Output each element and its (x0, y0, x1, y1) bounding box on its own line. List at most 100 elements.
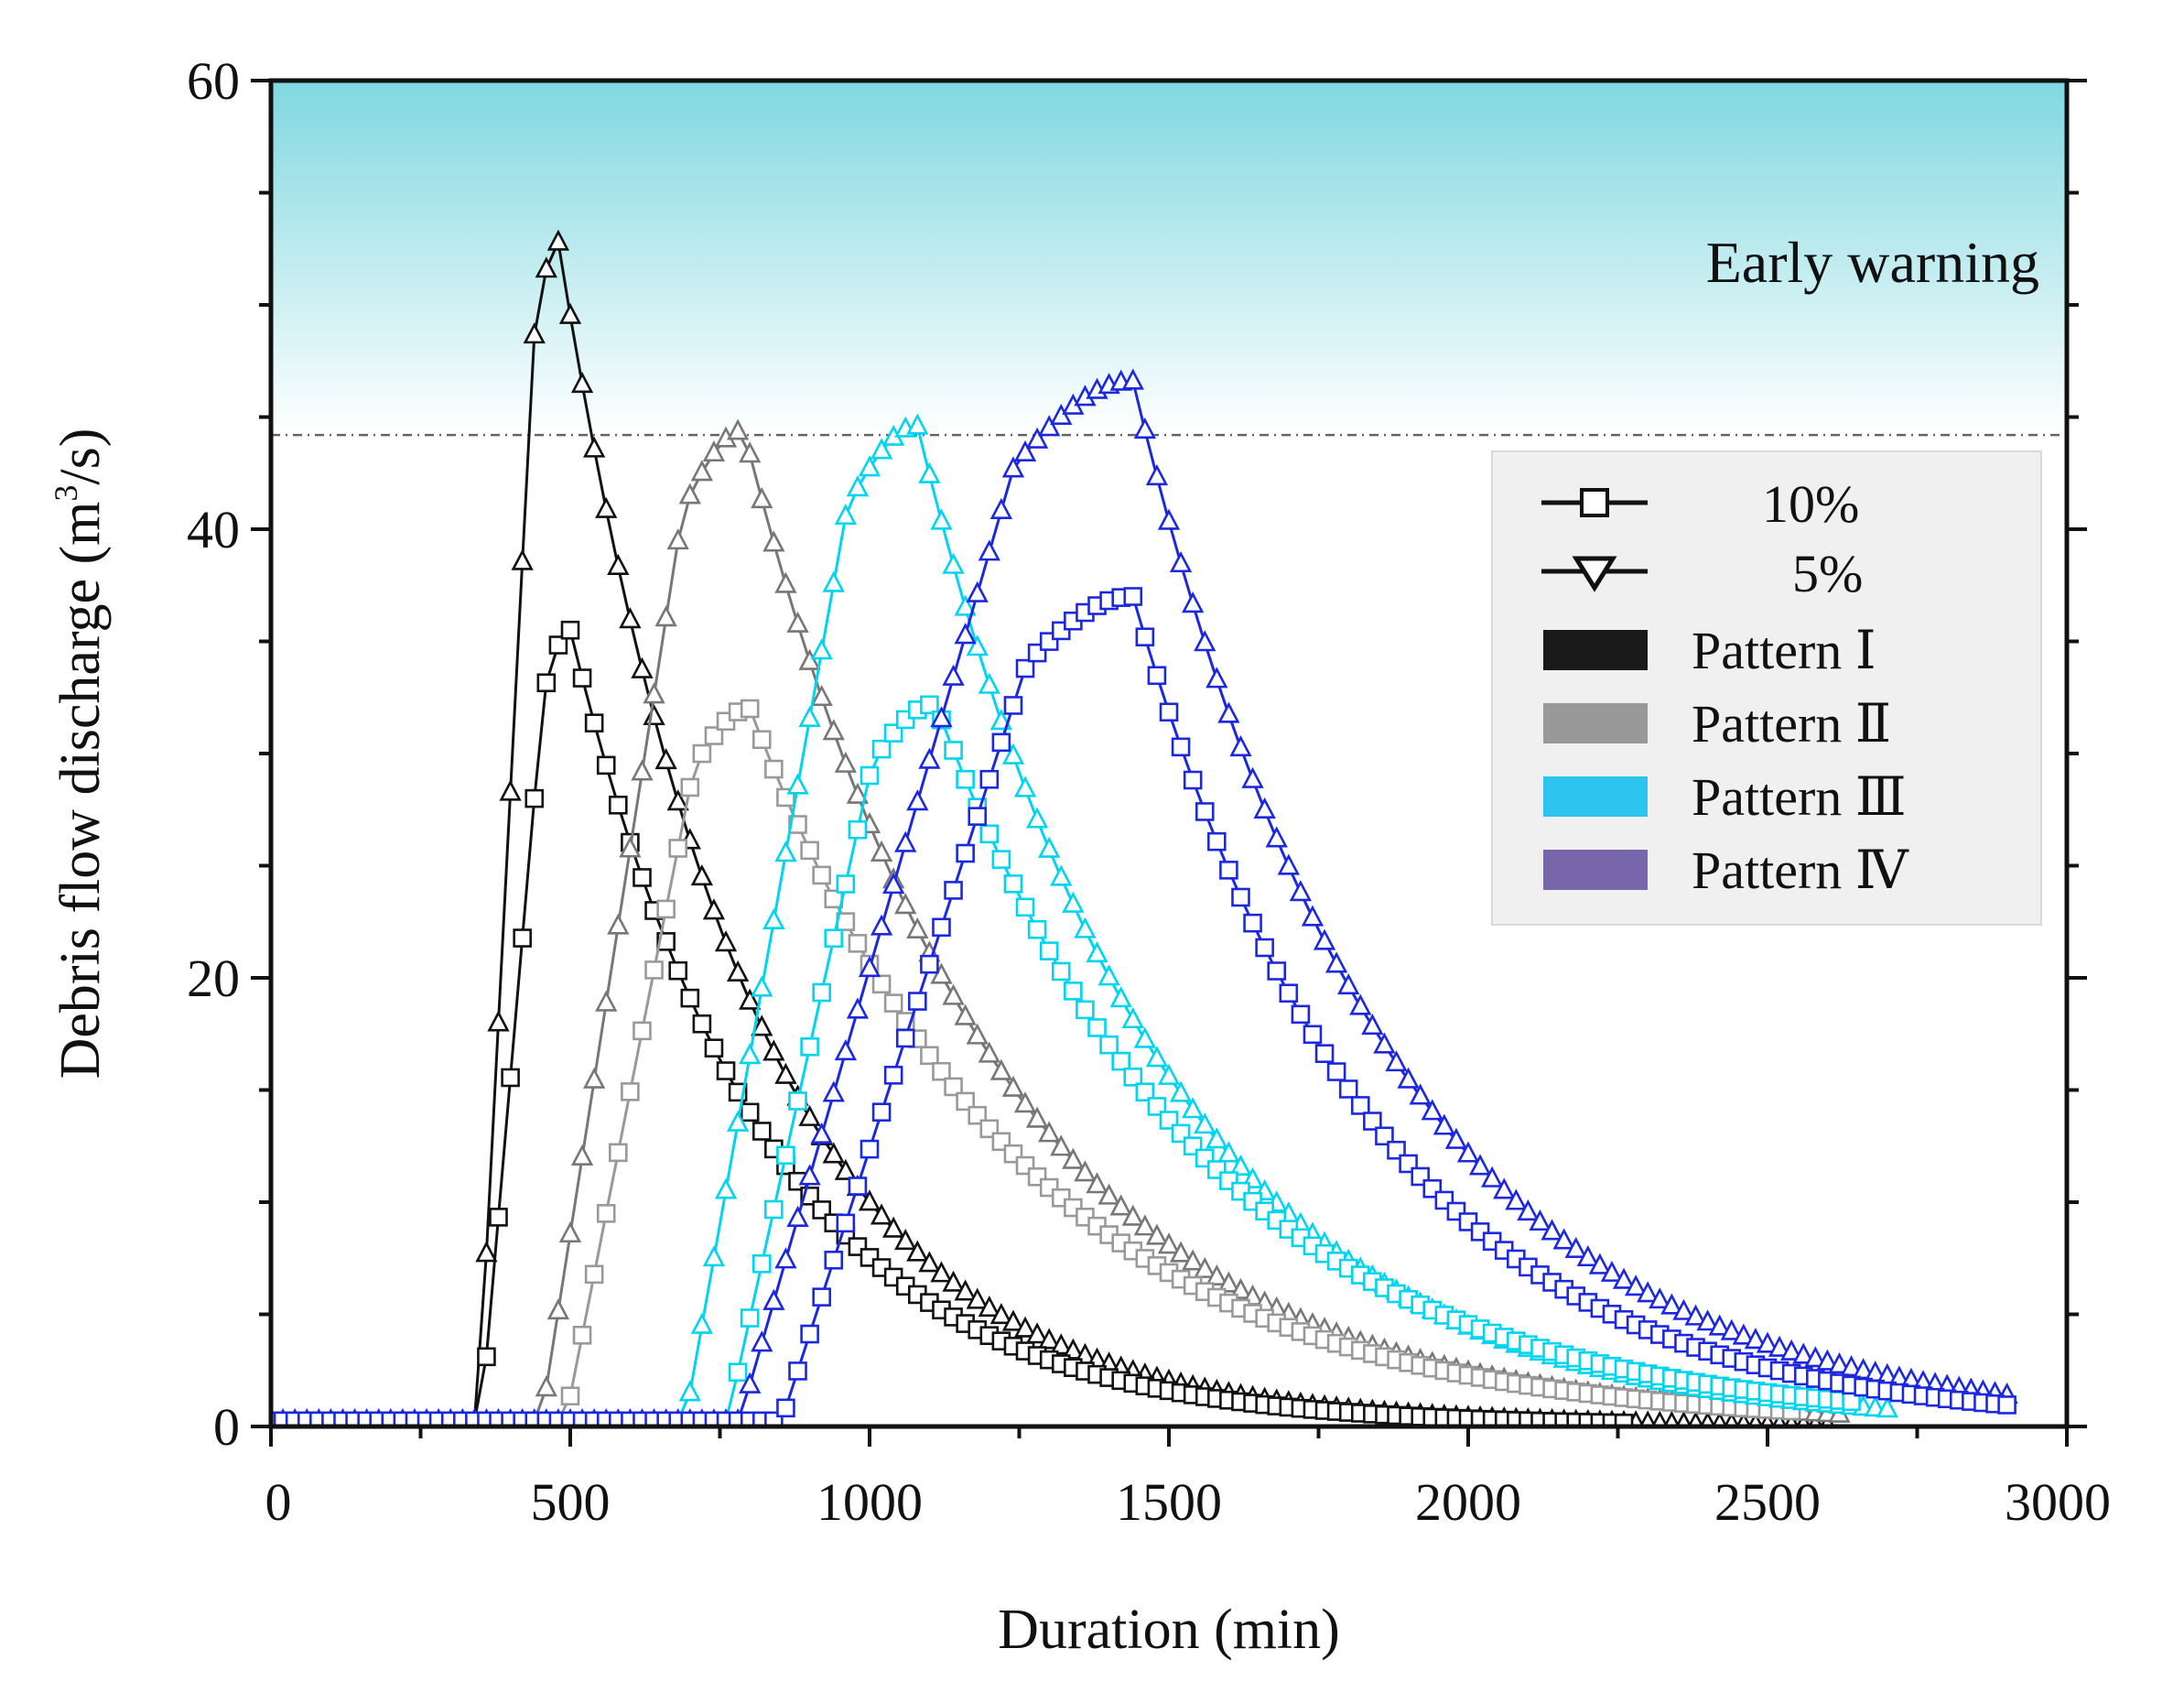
triangle-marker (798, 648, 821, 670)
triangle-marker (714, 1177, 738, 1199)
triangle-marker (1229, 735, 1252, 757)
square-marker (764, 759, 784, 779)
triangle-marker (858, 956, 881, 978)
triangle-marker (1840, 1355, 1863, 1377)
triangle-marker (966, 1287, 989, 1309)
triangle-marker (930, 1261, 953, 1283)
square-marker (848, 934, 868, 953)
square-marker (1099, 1035, 1119, 1055)
square-marker (1255, 938, 1274, 958)
square-marker (788, 1361, 807, 1381)
triangle-marker (1529, 1209, 1552, 1231)
square-marker (1183, 770, 1203, 790)
square-marker (584, 1264, 604, 1285)
triangle-marker (822, 719, 845, 741)
triangle-marker (942, 664, 965, 686)
square-marker (668, 960, 688, 981)
square-marker (644, 960, 664, 980)
triangle-marker (822, 1080, 845, 1102)
triangle-marker (1001, 743, 1025, 765)
square-marker (776, 1398, 795, 1418)
triangle-marker (1277, 853, 1300, 875)
triangle-marker (966, 580, 989, 602)
triangle-marker (1675, 1411, 1692, 1426)
triangle-marker (1552, 1228, 1575, 1250)
square-marker (692, 1014, 712, 1034)
square-marker (740, 1102, 760, 1123)
square-marker (489, 1208, 508, 1227)
triangle-marker (834, 1158, 857, 1180)
square-marker (1291, 1004, 1311, 1025)
triangle-marker (954, 1279, 977, 1301)
triangle-marker (607, 553, 630, 575)
square-marker (1015, 897, 1035, 917)
triangle-marker (1038, 415, 1061, 437)
triangle-marker (1265, 826, 1288, 848)
square-marker (920, 695, 939, 715)
triangle-marker (1121, 1006, 1144, 1029)
triangle-marker (1074, 1160, 1097, 1182)
y-tick-labels: 0 20 40 60 (187, 51, 240, 1457)
triangle-marker (786, 773, 809, 795)
triangle-marker (702, 439, 726, 462)
square-marker (656, 899, 676, 919)
legend-label-pattern-3: Pattern Ⅲ (1692, 767, 1907, 827)
triangle-marker (1013, 1316, 1037, 1338)
triangle-marker (1576, 1244, 1599, 1267)
triangle-marker (1804, 1346, 1827, 1368)
triangle-marker (1517, 1198, 1540, 1221)
legend-swatch (1543, 630, 1648, 670)
triangle-marker (643, 703, 665, 726)
triangle-marker (1505, 1188, 1528, 1210)
triangle-marker (631, 656, 654, 678)
square-marker (1375, 1126, 1394, 1146)
x-tick-label: 1500 (1116, 1472, 1222, 1532)
triangle-marker (1672, 1298, 1695, 1320)
square-marker (1326, 1062, 1346, 1081)
triangle-marker (1349, 993, 1372, 1015)
square-marker (1350, 1096, 1370, 1115)
triangle-marker (1050, 864, 1073, 886)
triangle-marker (678, 483, 701, 504)
legend-item-5pct: 5% (1541, 544, 1863, 603)
triangle-marker (1747, 1412, 1764, 1426)
ticks-layer (251, 79, 2087, 1447)
triangle-marker (762, 907, 785, 929)
square-marker (860, 1139, 880, 1159)
triangle-marker (1121, 368, 1144, 390)
triangle-marker (798, 705, 821, 728)
triangle-marker (906, 1240, 929, 1262)
triangle-marker (535, 256, 557, 278)
triangle-marker (751, 1330, 773, 1352)
triangle-marker (1289, 880, 1313, 902)
triangle-marker (798, 1104, 821, 1126)
y-axis-title-sup: 3 (48, 485, 84, 502)
square-marker (1997, 1395, 2016, 1415)
square-marker (1003, 696, 1023, 715)
square-marker (1015, 658, 1035, 678)
legend-box (1491, 450, 2042, 926)
square-marker (991, 732, 1011, 753)
triangle-marker (1624, 1274, 1648, 1296)
square-marker (1147, 666, 1167, 686)
triangle-marker (930, 508, 953, 530)
triangle-marker (978, 672, 1000, 694)
triangle-marker (906, 916, 929, 938)
triangle-marker (1025, 807, 1049, 829)
triangle-marker (774, 841, 797, 862)
triangle-marker (798, 1164, 821, 1186)
square-marker (920, 1046, 939, 1066)
triangle-marker (822, 570, 845, 592)
square-marker (680, 988, 700, 1008)
triangle-marker (1468, 1154, 1492, 1176)
square-marker (1363, 1112, 1382, 1131)
legend-label-pattern-2: Pattern Ⅱ (1692, 694, 1891, 754)
square-marker (1207, 831, 1227, 851)
square-marker (572, 668, 592, 688)
square-marker (548, 635, 568, 655)
triangle-marker (487, 1010, 510, 1032)
triangle-marker (1001, 1075, 1025, 1097)
triangle-marker (499, 779, 522, 801)
triangle-marker (1433, 1113, 1455, 1135)
